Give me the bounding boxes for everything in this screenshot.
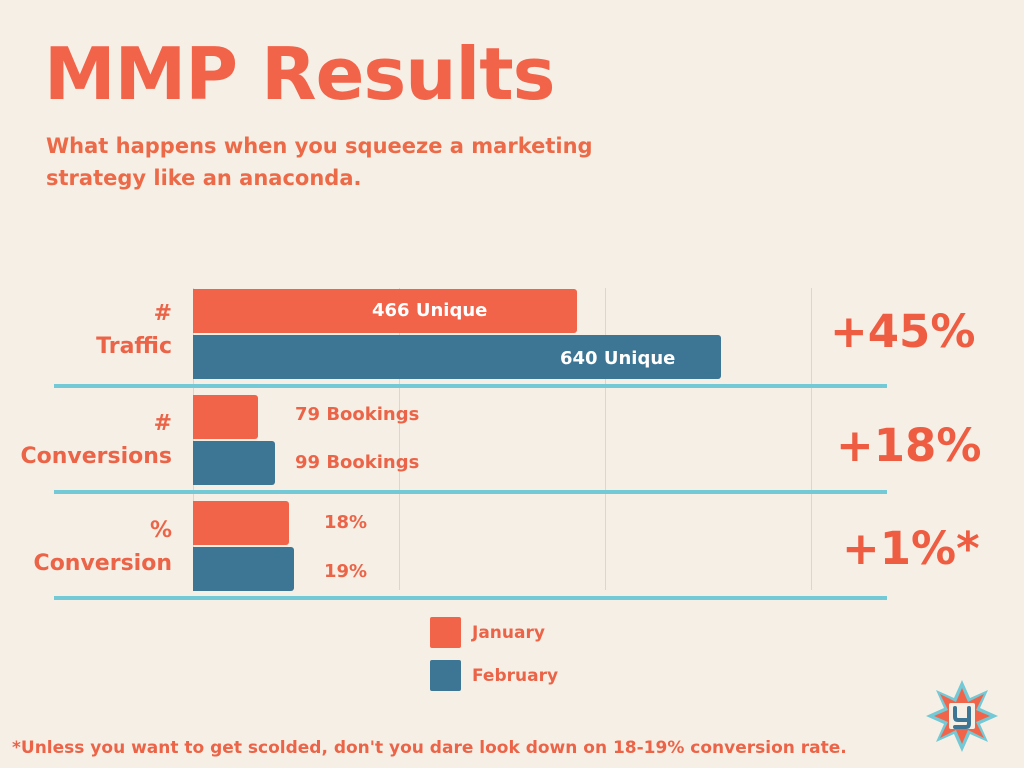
star-y-logo-icon	[926, 680, 998, 752]
legend-swatch-february	[430, 660, 461, 691]
row-label-text: Conversions	[20, 444, 172, 469]
page-title: MMP Results	[44, 32, 555, 116]
bar-label-conversions-february: 99 Bookings	[295, 452, 420, 473]
legend-label-january: January	[472, 623, 545, 643]
row-label-symbol: #	[153, 411, 172, 436]
row-label-symbol: %	[149, 518, 172, 543]
bar-conversion-rate-january	[193, 501, 289, 545]
change-conversions: +18%	[836, 419, 982, 472]
grid-line	[811, 288, 812, 590]
bar-traffic-february	[193, 335, 721, 379]
row-separator	[54, 490, 887, 494]
row-label-text: Conversion	[33, 551, 172, 576]
bar-traffic-january	[193, 289, 577, 333]
footnote: *Unless you want to get scolded, don't y…	[12, 738, 847, 758]
bar-conversion-rate-february	[193, 547, 294, 591]
row-label-traffic: # Traffic	[96, 297, 172, 363]
bar-conversions-february	[193, 441, 275, 485]
legend-swatch-january	[430, 617, 461, 648]
grid-line	[193, 288, 194, 590]
row-label-conversions: # Conversions	[20, 407, 172, 473]
grid-line	[605, 288, 606, 590]
row-label-symbol: #	[153, 301, 172, 326]
page-subtitle: What happens when you squeeze a marketin…	[46, 134, 593, 190]
row-label-conversion-rate: % Conversion	[34, 514, 172, 580]
legend-label-february: February	[472, 666, 559, 686]
bar-label-traffic-january: 466 Unique	[372, 300, 488, 321]
change-conversion-rate: +1%*	[842, 522, 980, 575]
bar-label-conversions-january: 79 Bookings	[295, 404, 420, 425]
bar-label-traffic-february: 640 Unique	[560, 348, 676, 369]
row-separator	[54, 596, 887, 600]
row-label-text: Traffic	[96, 334, 172, 359]
bar-label-conversion-rate-january: 18%	[324, 512, 368, 533]
grid-line	[399, 288, 400, 590]
row-separator	[54, 384, 887, 388]
change-traffic: +45%	[830, 305, 976, 358]
bar-label-conversion-rate-february: 19%	[324, 561, 368, 582]
bar-conversions-january	[193, 395, 258, 439]
